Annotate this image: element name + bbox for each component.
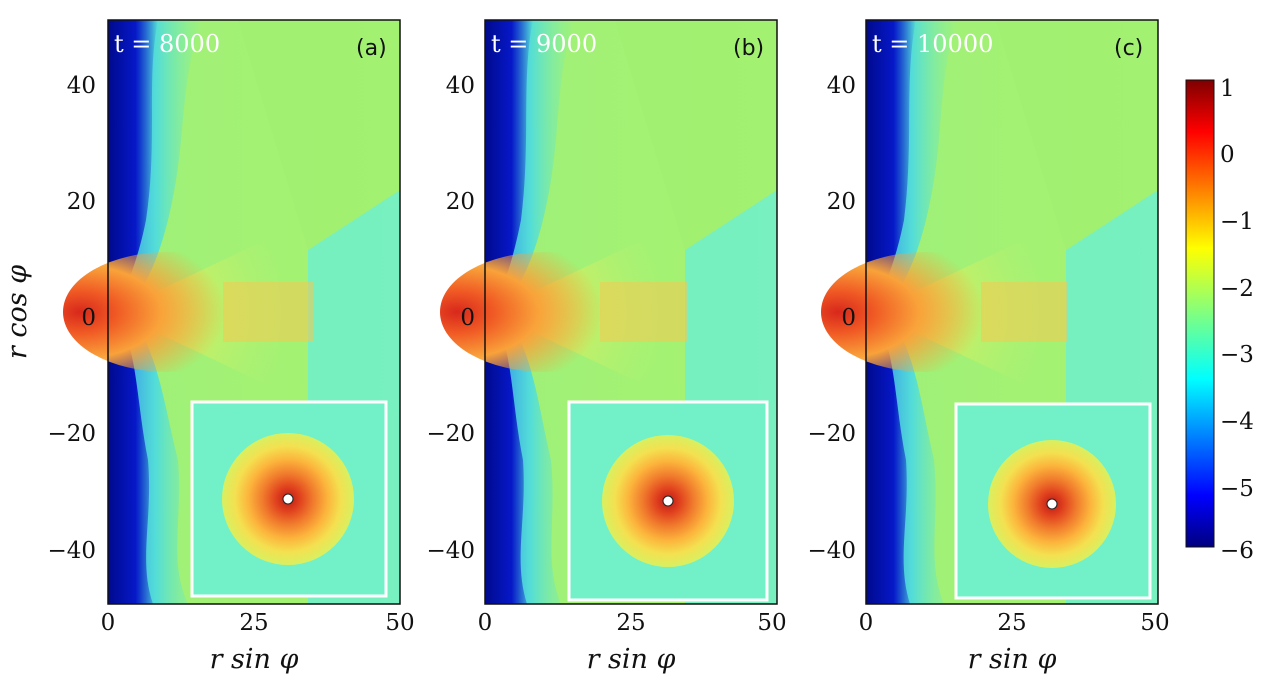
heatmap-upper-green (238, 20, 400, 250)
heatmap-jet-plume (223, 282, 313, 342)
colorbar-tick-neg1: −1 (1220, 209, 1254, 235)
panel-c (821, 19, 1159, 605)
inset-b (567, 400, 769, 602)
heatmap-jet-plume (600, 282, 688, 342)
y-tick-a-40: 40 (67, 73, 96, 99)
y-tick-b-neg40: −40 (426, 538, 475, 564)
colorbar-tick-neg2: −2 (1220, 276, 1254, 302)
x-tick-a-50: 50 (385, 610, 414, 636)
y-tick-a-neg40: −40 (47, 538, 96, 564)
y-tick-b-0: 0 (460, 305, 475, 331)
plot-frame (107, 19, 401, 605)
panel-tag-b: (b) (733, 36, 764, 61)
x-tick-b-0: 0 (478, 610, 493, 636)
inset-center-dot (1046, 498, 1058, 510)
colorbar-tick-0: 0 (1220, 142, 1235, 168)
heatmap-jet-core (440, 252, 650, 372)
inset-c (954, 402, 1152, 600)
colorbar: 1 0 −1 −2 −3 −4 −5 −6 (1185, 76, 1254, 564)
time-label-b: t = 9000 (491, 30, 597, 58)
colorbar-tick-neg6: −6 (1220, 538, 1254, 564)
x-tick-c-50: 50 (1140, 610, 1169, 636)
x-tick-c-0: 0 (859, 610, 874, 636)
panel-a (63, 19, 401, 605)
x-tick-a-25: 25 (239, 610, 268, 636)
y-tick-c-neg40: −40 (807, 538, 856, 564)
panel-b (440, 19, 778, 605)
y-tick-c-0: 0 (841, 305, 856, 331)
heatmap-dark-edge (866, 20, 916, 604)
panel-tag-a: (a) (356, 36, 387, 61)
y-axis-label: r cos φ (2, 265, 33, 359)
x-axis-label-b: r sin φ (587, 644, 676, 675)
x-axis-label-c: r sin φ (968, 644, 1057, 675)
x-tick-a-0: 0 (101, 610, 116, 636)
x-tick-b-25: 25 (616, 610, 645, 636)
y-tick-a-neg20: −20 (47, 421, 96, 447)
inset-center-dot (662, 495, 674, 507)
y-tick-b-20: 20 (446, 189, 475, 215)
panel-tag-c: (c) (1114, 36, 1143, 61)
x-tick-b-50: 50 (757, 610, 786, 636)
colorbar-tick-neg4: −4 (1220, 409, 1254, 435)
inset-center-dot (282, 493, 294, 505)
heatmap-jet-core (821, 252, 1031, 372)
colorbar-tick-neg3: −3 (1220, 342, 1254, 368)
y-tick-c-neg20: −20 (807, 421, 856, 447)
heatmap-dark-edge (108, 20, 158, 604)
y-tick-b-neg20: −20 (426, 421, 475, 447)
plot-frame (484, 19, 778, 605)
colorbar-tick-1: 1 (1220, 76, 1235, 102)
time-label-a: t = 8000 (114, 30, 220, 58)
y-tick-a-20: 20 (67, 189, 96, 215)
heatmap-jet-plume (981, 282, 1067, 342)
colorbar-gradient (1185, 79, 1215, 548)
heatmap-upper-green (996, 20, 1158, 250)
heatmap-jet-core (63, 252, 273, 372)
y-tick-a-0: 0 (81, 305, 96, 331)
y-tick-c-40: 40 (827, 73, 856, 99)
x-tick-c-25: 25 (997, 610, 1026, 636)
x-axis-label-a: r sin φ (210, 644, 299, 675)
y-tick-c-20: 20 (827, 189, 856, 215)
heatmap-upper-green (615, 20, 777, 250)
plot-frame (865, 19, 1159, 605)
time-label-c: t = 10000 (872, 30, 993, 58)
heatmap-dark-edge (485, 20, 533, 604)
inset-a (190, 400, 388, 598)
colorbar-tick-neg5: −5 (1220, 476, 1254, 502)
y-tick-b-40: 40 (446, 73, 475, 99)
